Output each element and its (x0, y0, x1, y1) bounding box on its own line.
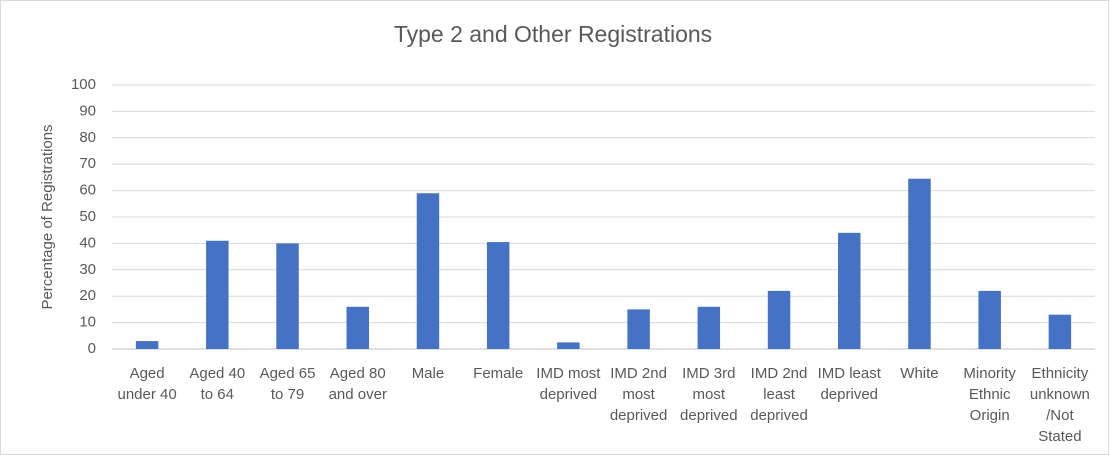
x-tick-label: IMD 2nd least deprived (750, 365, 808, 424)
y-tick-label: 20 (79, 287, 96, 304)
x-tick-label: White (900, 365, 939, 382)
x-tick-label: IMD 3rd most deprived (680, 365, 738, 424)
bar (557, 342, 580, 349)
x-tick-label: Aged 65 to 79 (259, 365, 316, 403)
bar (276, 243, 299, 349)
y-tick-label: 60 (79, 182, 96, 199)
x-tick-label: Aged 40 to 64 (189, 365, 246, 403)
bar (135, 341, 159, 349)
y-tick-label: 10 (79, 314, 96, 331)
x-tick-label: IMD least deprived (817, 365, 881, 403)
x-tick-label: Aged 80 and over (328, 365, 387, 403)
y-tick-label: 30 (79, 261, 96, 278)
x-tick-label: Male (411, 365, 445, 382)
bar (627, 309, 650, 349)
bar (978, 290, 1001, 349)
y-tick-label: 70 (79, 155, 96, 172)
x-tick-label: Aged under 40 (117, 365, 177, 403)
bar (697, 306, 721, 349)
x-tick-label: Female (473, 365, 524, 382)
bar (486, 242, 510, 349)
y-tick-label: 50 (79, 208, 96, 225)
y-tick-label: 80 (79, 129, 96, 146)
bar (346, 306, 369, 349)
x-tick-label: IMD 2nd most deprived (609, 365, 668, 424)
bar (908, 178, 931, 349)
x-tick-label: Minority Ethnic Origin (963, 365, 1016, 424)
chart-title: Type 2 and Other Registrations (394, 21, 712, 47)
bar (838, 232, 861, 349)
bar (416, 193, 440, 349)
x-tick-label: IMD most deprived (536, 365, 601, 403)
y-tick-label: 40 (79, 234, 96, 251)
x-tick-label: Ethnicity unknown /Not Stated (1029, 365, 1090, 445)
bar (206, 240, 229, 349)
y-tick-label: 90 (79, 102, 96, 119)
bar (1048, 314, 1072, 349)
y-tick-label: 0 (88, 340, 96, 357)
bar (767, 290, 791, 349)
y-tick-label: 100 (71, 76, 96, 93)
y-axis-label: Percentage of Registrations (39, 124, 56, 309)
